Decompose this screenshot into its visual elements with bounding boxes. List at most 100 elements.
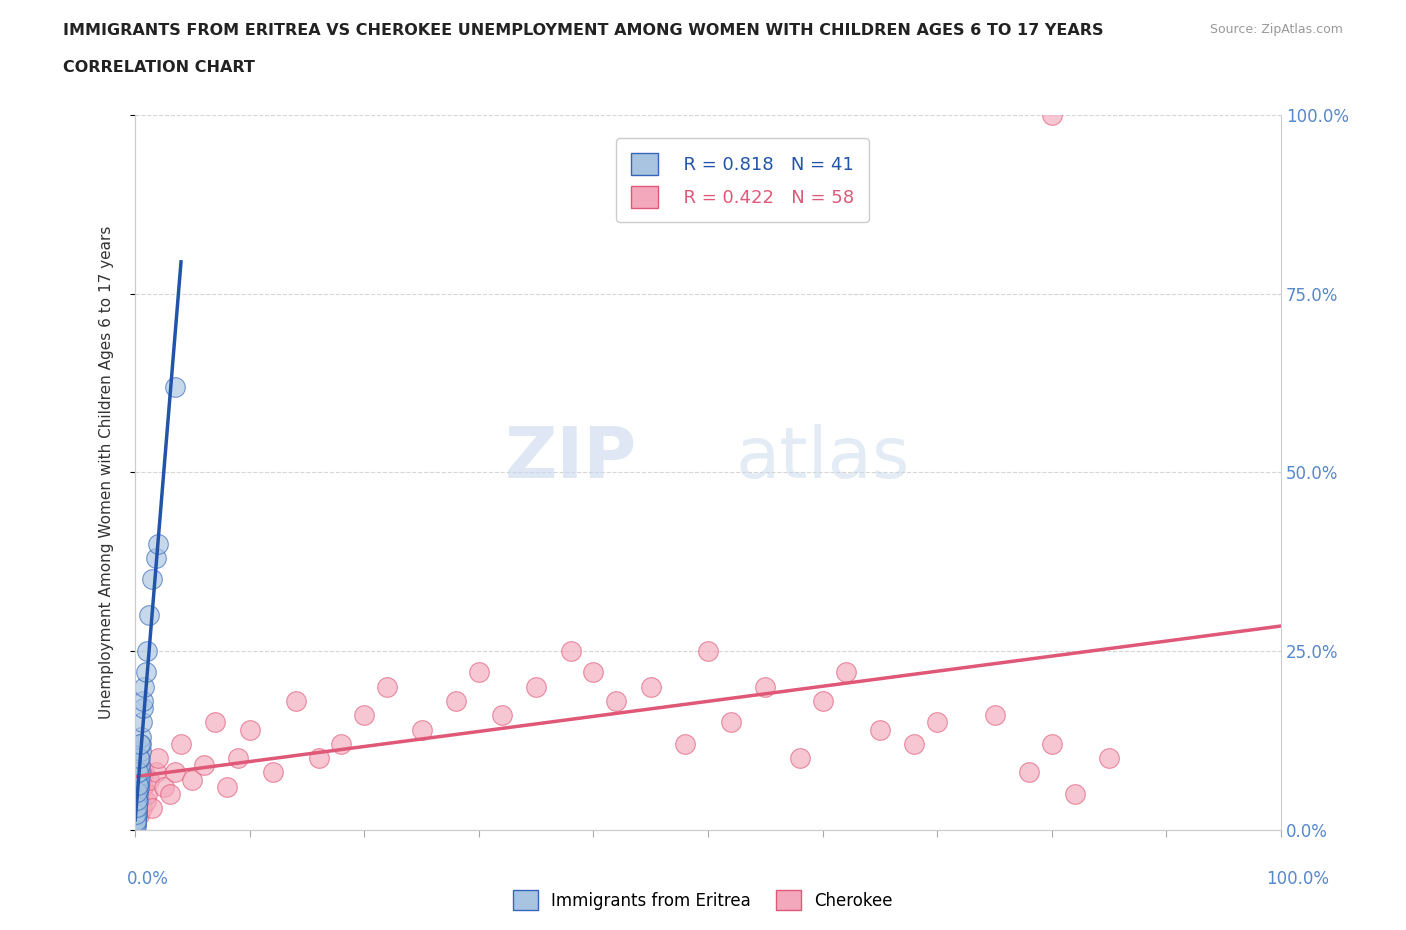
Text: atlas: atlas (735, 423, 910, 493)
Point (811, 694, 834, 709)
Point (127, 783, 149, 798)
Text: ZIP: ZIP (505, 423, 637, 493)
Point (165, 379, 187, 394)
Point (468, 665, 491, 680)
Point (284, 694, 307, 709)
Point (1098, 751, 1121, 765)
Point (330, 737, 353, 751)
Point (444, 694, 467, 709)
Point (127, 801, 149, 816)
Point (491, 708, 513, 723)
Point (125, 815, 148, 830)
Point (204, 715, 226, 730)
Point (125, 812, 148, 827)
Point (127, 797, 149, 812)
Point (125, 793, 148, 808)
Point (127, 785, 149, 800)
Point (193, 758, 215, 773)
Point (146, 537, 169, 551)
Point (834, 665, 856, 680)
Point (131, 765, 153, 780)
Point (226, 751, 249, 765)
Point (132, 779, 155, 794)
Point (128, 772, 150, 787)
Point (134, 765, 156, 780)
Point (134, 679, 156, 694)
Point (125, 806, 148, 821)
Point (903, 737, 925, 751)
Point (1018, 765, 1040, 780)
Point (215, 779, 238, 794)
Point (129, 758, 152, 773)
Point (1040, 737, 1063, 751)
Point (125, 808, 148, 823)
Point (134, 665, 156, 680)
Point (128, 808, 150, 823)
Point (153, 779, 176, 794)
Y-axis label: Unemployment Among Women with Children Ages 6 to 17 years: Unemployment Among Women with Children A… (100, 226, 114, 719)
Point (127, 793, 149, 808)
Point (127, 777, 149, 792)
Point (145, 551, 167, 565)
Text: Source: ZipAtlas.com: Source: ZipAtlas.com (1209, 23, 1343, 36)
Point (141, 801, 163, 816)
Text: 0.0%: 0.0% (127, 870, 169, 888)
Point (869, 722, 891, 737)
Point (983, 708, 1005, 723)
Point (128, 779, 150, 794)
Point (129, 744, 152, 759)
Point (146, 751, 169, 765)
Point (131, 700, 153, 715)
Point (141, 572, 163, 587)
Point (560, 644, 582, 658)
Point (128, 751, 150, 765)
Point (128, 793, 150, 808)
Point (165, 765, 187, 780)
Point (262, 765, 284, 780)
Point (128, 768, 150, 783)
Point (128, 765, 150, 780)
Point (1040, 108, 1063, 123)
Point (128, 779, 150, 794)
Text: IMMIGRANTS FROM ERITREA VS CHEROKEE UNEMPLOYMENT AMONG WOMEN WITH CHILDREN AGES : IMMIGRANTS FROM ERITREA VS CHEROKEE UNEM… (63, 23, 1104, 38)
Point (138, 772, 160, 787)
Point (673, 737, 696, 751)
Legend:   R = 0.818   N = 41,   R = 0.422   N = 58: R = 0.818 N = 41, R = 0.422 N = 58 (616, 139, 869, 222)
Point (170, 737, 193, 751)
Legend: Immigrants from Eritrea, Cherokee: Immigrants from Eritrea, Cherokee (506, 884, 900, 917)
Point (125, 817, 148, 831)
Point (125, 818, 148, 833)
Point (129, 751, 152, 765)
Point (375, 679, 398, 694)
Point (582, 665, 605, 680)
Point (411, 722, 433, 737)
Point (789, 751, 811, 765)
Point (135, 644, 157, 658)
Point (127, 765, 149, 780)
Point (927, 715, 949, 730)
Point (754, 679, 776, 694)
Point (129, 772, 152, 787)
Point (125, 792, 148, 807)
Point (134, 793, 156, 808)
Text: 100.0%: 100.0% (1265, 870, 1329, 888)
Point (640, 679, 662, 694)
Point (181, 772, 204, 787)
Point (125, 804, 148, 819)
Point (135, 787, 157, 802)
Point (127, 787, 149, 802)
Point (1063, 787, 1085, 802)
Point (131, 715, 153, 730)
Point (159, 787, 181, 802)
Point (145, 765, 167, 780)
Point (128, 776, 150, 790)
Point (125, 801, 148, 816)
Point (132, 694, 155, 709)
Point (720, 715, 742, 730)
Point (131, 729, 153, 744)
Point (524, 679, 547, 694)
Point (131, 801, 153, 816)
Point (353, 708, 375, 723)
Point (308, 751, 330, 765)
Text: CORRELATION CHART: CORRELATION CHART (63, 60, 254, 75)
